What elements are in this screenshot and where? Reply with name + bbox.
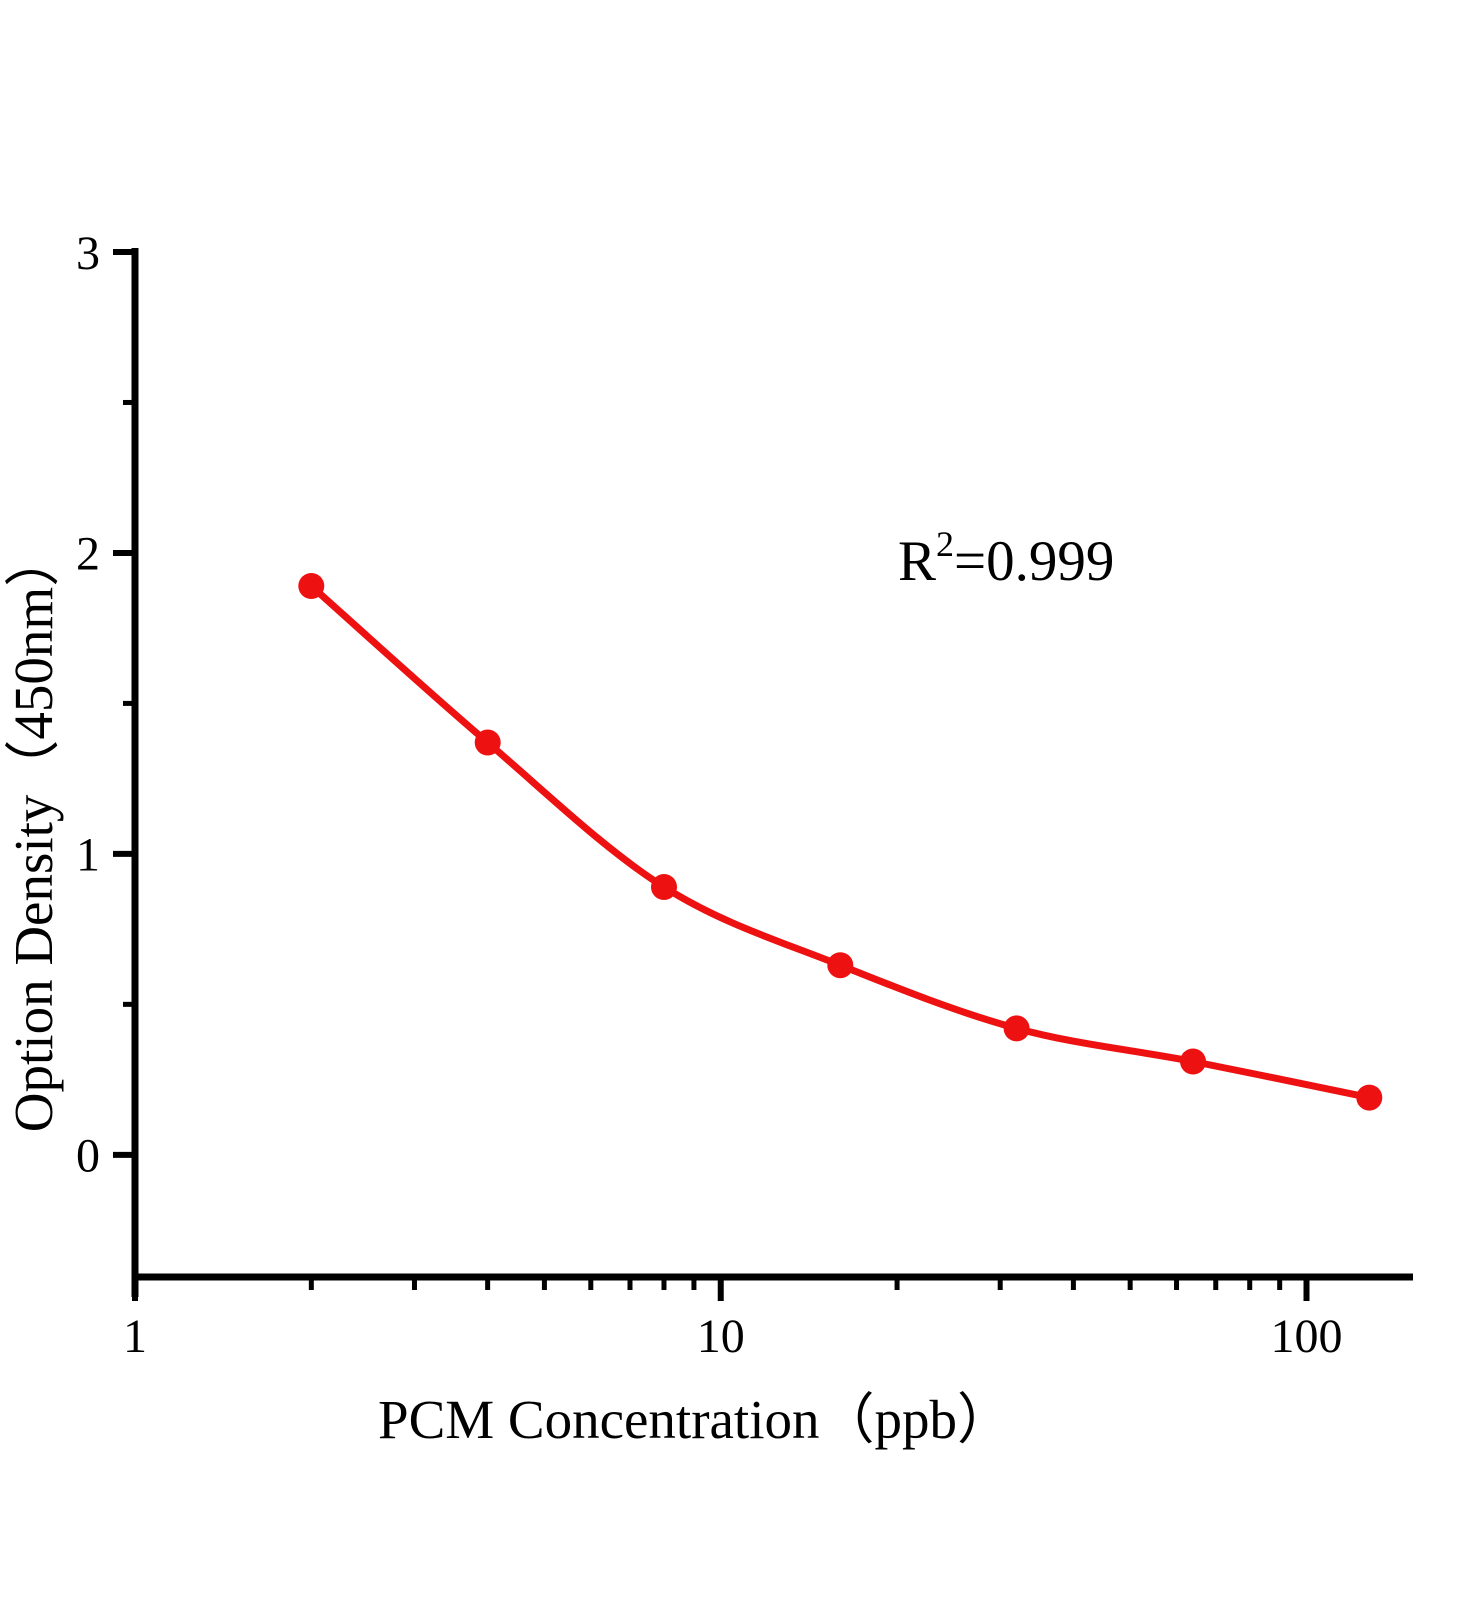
data-point-marker	[1003, 1015, 1030, 1042]
r-squared-rest: =0.999	[954, 530, 1114, 593]
y-axis-title: Option Density（450nm）	[3, 532, 64, 1132]
x-axis-ticks	[132, 1277, 1310, 1301]
data-point-marker	[651, 874, 677, 900]
data-point-marker	[827, 952, 854, 979]
y-tick-label: 2	[76, 528, 100, 581]
y-tick-label: 0	[76, 1130, 100, 1183]
data-point-marker	[1356, 1084, 1383, 1111]
data-point-marker	[298, 573, 325, 599]
r-squared-superscript: 2	[936, 524, 954, 564]
r-squared-annotation: R2=0.999	[898, 524, 1114, 593]
data-points	[298, 573, 1383, 1111]
y-axis-tick-labels: 0 1 2 3	[76, 227, 100, 1183]
y-tick-label: 1	[76, 829, 100, 882]
x-axis-title: PCM Concentration（ppb）	[378, 1389, 1012, 1450]
x-axis-tick-labels: 1 10 100	[123, 1310, 1342, 1363]
y-tick-label: 3	[76, 227, 100, 280]
x-tick-label: 10	[697, 1310, 745, 1363]
data-point-marker	[474, 729, 501, 756]
y-axis-ticks	[113, 249, 135, 1158]
x-tick-label: 100	[1270, 1310, 1342, 1363]
x-tick-label: 1	[123, 1310, 147, 1363]
fit-curve	[307, 582, 1373, 1102]
data-point-marker	[1180, 1048, 1206, 1075]
r-squared-base: R	[898, 530, 936, 593]
